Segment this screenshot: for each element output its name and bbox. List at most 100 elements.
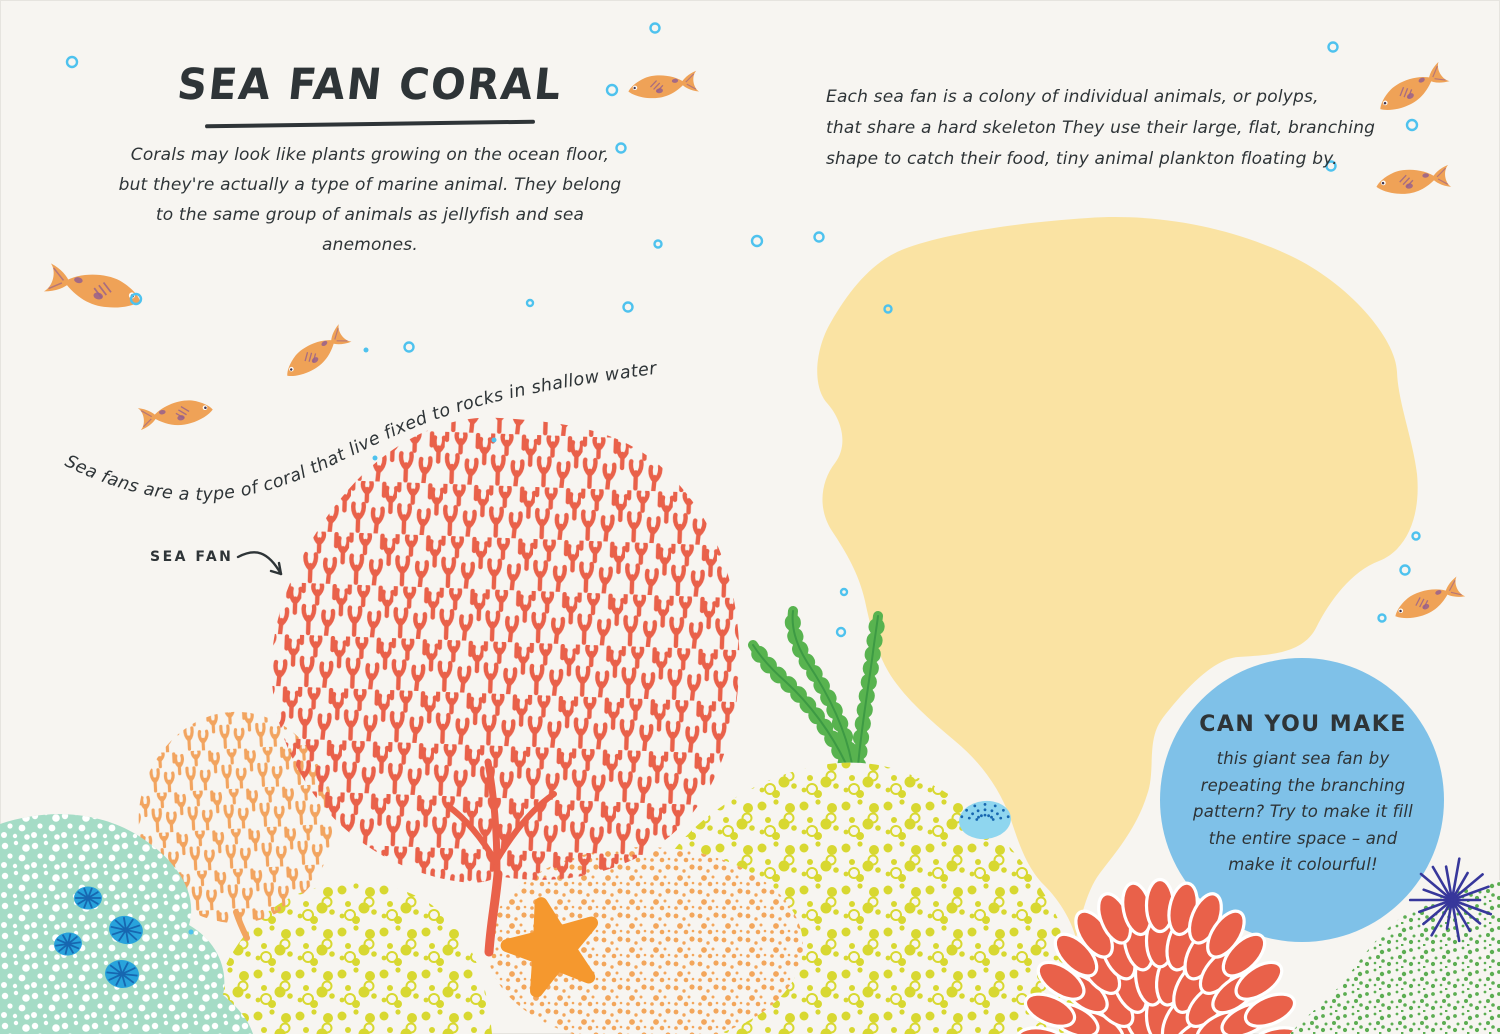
sea-fan-stem — [484, 869, 503, 957]
activity-heading: CAN YOU MAKE — [1199, 712, 1407, 737]
sea-urchin-icon — [1408, 857, 1493, 943]
page-title: SEA FAN CORAL — [174, 60, 566, 110]
bubble-icon — [491, 437, 497, 443]
polyp-line: shape to catch their food, tiny animal p… — [826, 149, 1338, 169]
shell-rib — [110, 925, 127, 931]
shell-center — [124, 928, 128, 932]
polyp-line: Each sea fan is a colony of individual a… — [826, 87, 1319, 107]
shell-dot — [975, 818, 979, 821]
urchin-shell-icon — [54, 932, 82, 956]
shell-rib — [87, 897, 99, 905]
shell-rib — [125, 929, 138, 941]
shell-dot — [987, 814, 990, 818]
urchin-spine — [1430, 898, 1454, 937]
orange-sea-fan — [138, 711, 334, 941]
urchin-spine — [1450, 898, 1472, 933]
urchin-spine — [1445, 898, 1454, 930]
urchin-spine — [1422, 888, 1454, 902]
shell-rib — [125, 929, 142, 935]
title-underline — [204, 119, 536, 129]
urchin-spine — [1450, 857, 1461, 902]
shell-dot — [983, 813, 987, 817]
urchin-spine — [1422, 898, 1454, 926]
shell-rib — [108, 973, 123, 981]
shell-body — [959, 800, 1011, 840]
coral-polyp — [1023, 992, 1077, 1028]
bubble-icon — [1405, 118, 1419, 132]
shell-rib — [121, 967, 136, 975]
bubble-icon — [883, 304, 893, 314]
bubble-icon — [605, 83, 619, 97]
bubble-icon — [615, 142, 627, 154]
polyp-line: that share a hard skeleton They use thei… — [826, 118, 1376, 138]
pointer-arrow-icon — [236, 551, 283, 576]
shell-rib — [77, 891, 89, 899]
urchin-spine — [1450, 898, 1461, 943]
blue-shell-icon — [959, 800, 1011, 840]
shell-rib — [121, 962, 129, 975]
shell-rib — [87, 891, 99, 899]
activity-bubble-circle — [1160, 658, 1444, 942]
shell-rib — [115, 973, 123, 986]
shell-rib — [125, 924, 141, 931]
title-block: SEA FAN CORAL Corals may look like plant… — [115, 60, 625, 277]
yellow-coral-mound-small-dots — [206, 882, 492, 1034]
shell-rib — [125, 918, 134, 931]
shell-dot — [990, 809, 994, 813]
urchin-spine — [1450, 885, 1490, 902]
bubble-icon — [813, 231, 825, 243]
shell-rib — [106, 971, 123, 975]
shell-dot — [967, 816, 971, 820]
urchin-spine — [1431, 865, 1454, 902]
coral-polyp — [1249, 1026, 1305, 1034]
starfish-icon — [500, 897, 599, 998]
bubble-icon — [188, 929, 194, 935]
orange-dotted-mound-dots — [487, 847, 803, 1034]
shell-center — [120, 972, 124, 976]
shell-rib — [56, 938, 69, 945]
bubble-icon — [363, 347, 369, 353]
bubble-icon — [1411, 531, 1421, 541]
urchin-spine — [1450, 873, 1484, 902]
urchin-shell-icon — [74, 886, 102, 910]
fish-icon — [279, 322, 353, 386]
intro-paragraph: Corals may look like plants growing on t… — [115, 140, 625, 260]
shell-dot — [996, 812, 999, 816]
coral-polyp — [1221, 932, 1267, 978]
shell-rib — [125, 929, 130, 943]
bubble-icon — [649, 22, 661, 34]
shell-rib — [67, 943, 80, 950]
urchin-shell-icon — [109, 915, 143, 945]
urchin-spine — [1419, 872, 1454, 902]
bubble-icon — [65, 55, 79, 69]
starfish-shape — [500, 897, 599, 998]
shell-dot — [983, 803, 987, 806]
shell-dot — [1006, 815, 1010, 819]
bubble-icon — [1399, 564, 1411, 576]
bubble-icon — [750, 234, 764, 248]
bubble-icon — [835, 626, 847, 638]
bubble-icon — [525, 298, 535, 308]
shell-dot — [993, 804, 997, 808]
activity-line: repeating the branching — [1200, 775, 1406, 795]
shell-center — [86, 896, 90, 900]
bubbles — [65, 22, 1421, 935]
fish-icon — [626, 69, 700, 103]
sea-fan-label: SEA FAN — [150, 549, 234, 565]
sand-colour-patch — [817, 217, 1418, 939]
shell-rib — [114, 919, 127, 931]
bubble-icon — [403, 341, 415, 353]
urchin-spine — [1450, 871, 1469, 902]
urchin-spine — [1444, 865, 1454, 902]
shell-dot — [971, 812, 974, 816]
shell-rib — [58, 943, 69, 953]
coral-polyp — [1243, 992, 1297, 1028]
urchin-spine — [1450, 898, 1493, 916]
bubble-icon — [622, 301, 634, 313]
coral-polyp — [1234, 960, 1284, 1001]
shell-dot — [983, 808, 987, 812]
shell-rib — [111, 929, 127, 936]
shell-dot — [973, 804, 977, 808]
